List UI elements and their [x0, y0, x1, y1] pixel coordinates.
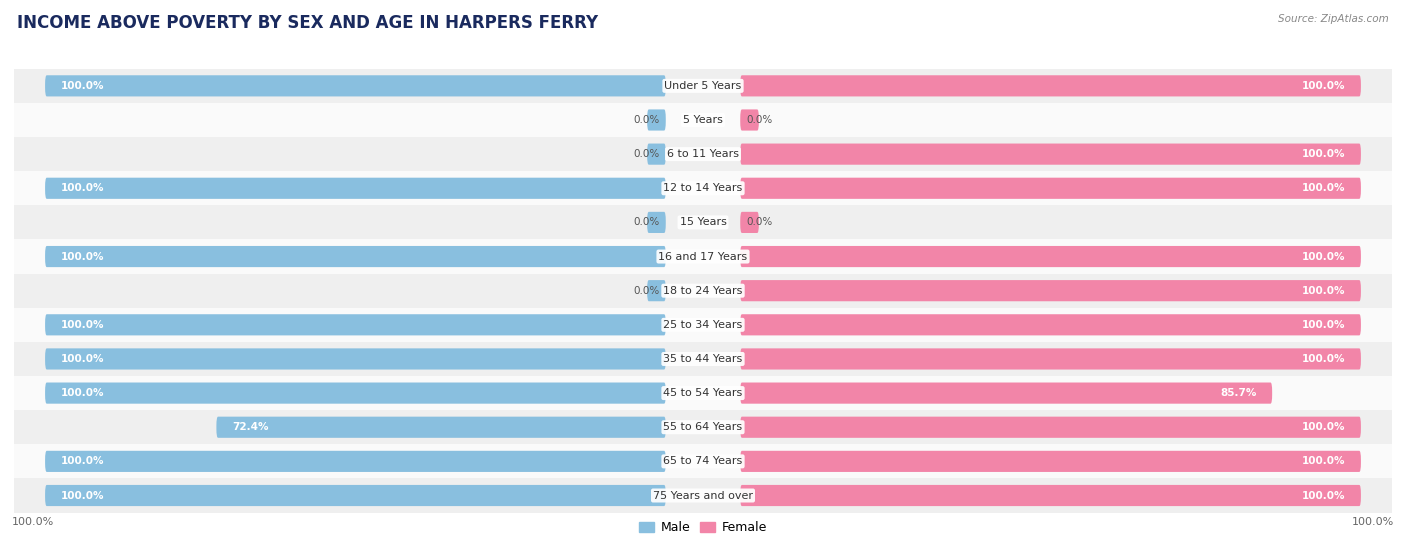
Text: 100.0%: 100.0%	[1302, 456, 1346, 466]
FancyBboxPatch shape	[45, 246, 666, 267]
Text: 100.0%: 100.0%	[1302, 490, 1346, 500]
FancyBboxPatch shape	[740, 212, 759, 233]
FancyBboxPatch shape	[740, 75, 1361, 97]
Text: 0.0%: 0.0%	[747, 217, 773, 228]
Text: 100.0%: 100.0%	[60, 456, 104, 466]
FancyBboxPatch shape	[740, 144, 1361, 165]
Legend: Male, Female: Male, Female	[634, 517, 772, 539]
FancyBboxPatch shape	[217, 416, 666, 438]
Text: 16 and 17 Years: 16 and 17 Years	[658, 252, 748, 262]
Bar	[14, 103, 1392, 137]
Text: 0.0%: 0.0%	[747, 115, 773, 125]
Text: 100.0%: 100.0%	[1302, 422, 1346, 432]
Bar	[14, 444, 1392, 479]
Bar	[14, 69, 1392, 103]
Text: 0.0%: 0.0%	[633, 115, 659, 125]
Text: 6 to 11 Years: 6 to 11 Years	[666, 149, 740, 159]
Text: 100.0%: 100.0%	[60, 354, 104, 364]
Bar	[14, 308, 1392, 342]
FancyBboxPatch shape	[45, 382, 666, 404]
Text: 100.0%: 100.0%	[1302, 354, 1346, 364]
FancyBboxPatch shape	[740, 348, 1361, 369]
Text: 18 to 24 Years: 18 to 24 Years	[664, 286, 742, 296]
Text: 100.0%: 100.0%	[1302, 286, 1346, 296]
FancyBboxPatch shape	[647, 110, 666, 131]
FancyBboxPatch shape	[740, 246, 1361, 267]
Text: 100.0%: 100.0%	[60, 388, 104, 398]
FancyBboxPatch shape	[45, 348, 666, 369]
Text: 15 Years: 15 Years	[679, 217, 727, 228]
Text: 100.0%: 100.0%	[1302, 149, 1346, 159]
Bar	[14, 137, 1392, 171]
Text: Under 5 Years: Under 5 Years	[665, 81, 741, 91]
Text: 65 to 74 Years: 65 to 74 Years	[664, 456, 742, 466]
FancyBboxPatch shape	[45, 451, 666, 472]
Text: 100.0%: 100.0%	[60, 81, 104, 91]
FancyBboxPatch shape	[740, 451, 1361, 472]
FancyBboxPatch shape	[45, 485, 666, 506]
Text: 100.0%: 100.0%	[1302, 81, 1346, 91]
Bar	[14, 273, 1392, 308]
Text: 100.0%: 100.0%	[60, 490, 104, 500]
Bar	[14, 205, 1392, 239]
Text: 100.0%: 100.0%	[1302, 320, 1346, 330]
Bar	[14, 239, 1392, 273]
Bar	[14, 376, 1392, 410]
Text: 0.0%: 0.0%	[633, 286, 659, 296]
FancyBboxPatch shape	[740, 314, 1361, 335]
Text: Source: ZipAtlas.com: Source: ZipAtlas.com	[1278, 14, 1389, 24]
FancyBboxPatch shape	[45, 178, 666, 199]
FancyBboxPatch shape	[45, 314, 666, 335]
Text: 5 Years: 5 Years	[683, 115, 723, 125]
Text: 100.0%: 100.0%	[1302, 252, 1346, 262]
Bar	[14, 171, 1392, 205]
Text: 0.0%: 0.0%	[633, 217, 659, 228]
Bar	[14, 479, 1392, 513]
Text: 100.0%: 100.0%	[60, 252, 104, 262]
FancyBboxPatch shape	[740, 280, 1361, 301]
Text: 25 to 34 Years: 25 to 34 Years	[664, 320, 742, 330]
Bar	[14, 410, 1392, 444]
Text: 55 to 64 Years: 55 to 64 Years	[664, 422, 742, 432]
Text: 100.0%: 100.0%	[1302, 183, 1346, 193]
FancyBboxPatch shape	[740, 110, 759, 131]
Text: 100.0%: 100.0%	[60, 320, 104, 330]
FancyBboxPatch shape	[740, 382, 1272, 404]
Text: 12 to 14 Years: 12 to 14 Years	[664, 183, 742, 193]
Text: 0.0%: 0.0%	[633, 149, 659, 159]
Text: 100.0%: 100.0%	[60, 183, 104, 193]
Text: 45 to 54 Years: 45 to 54 Years	[664, 388, 742, 398]
Text: 35 to 44 Years: 35 to 44 Years	[664, 354, 742, 364]
Text: INCOME ABOVE POVERTY BY SEX AND AGE IN HARPERS FERRY: INCOME ABOVE POVERTY BY SEX AND AGE IN H…	[17, 14, 598, 32]
FancyBboxPatch shape	[740, 416, 1361, 438]
Text: 85.7%: 85.7%	[1220, 388, 1257, 398]
FancyBboxPatch shape	[740, 485, 1361, 506]
FancyBboxPatch shape	[45, 75, 666, 97]
FancyBboxPatch shape	[740, 178, 1361, 199]
FancyBboxPatch shape	[647, 144, 666, 165]
Text: 72.4%: 72.4%	[232, 422, 269, 432]
FancyBboxPatch shape	[647, 212, 666, 233]
Bar	[14, 342, 1392, 376]
FancyBboxPatch shape	[647, 280, 666, 301]
Text: 75 Years and over: 75 Years and over	[652, 490, 754, 500]
